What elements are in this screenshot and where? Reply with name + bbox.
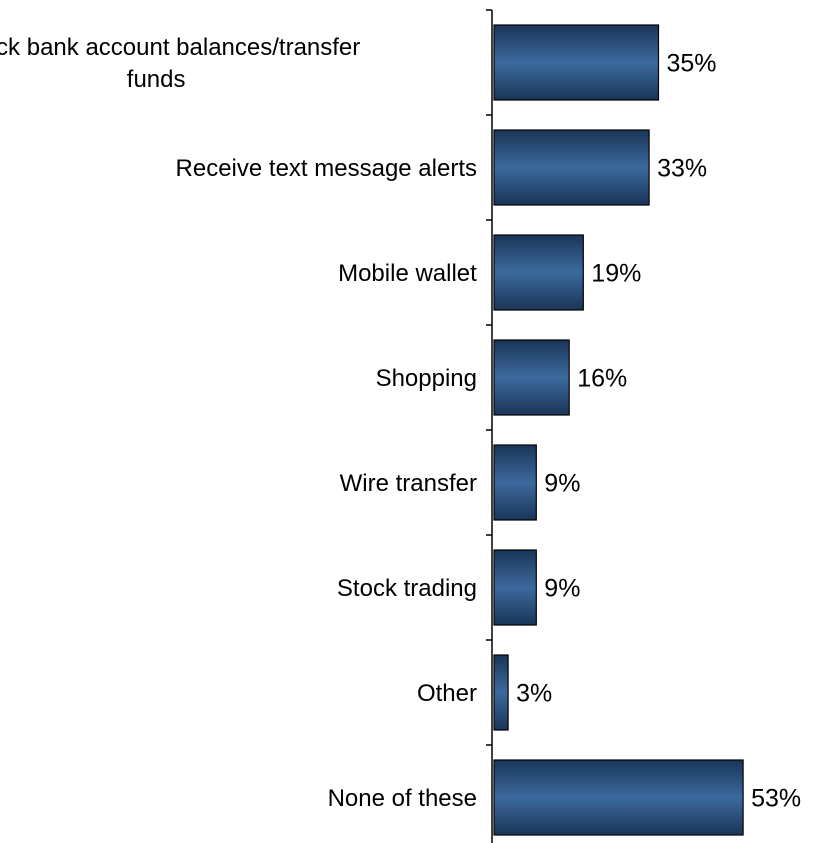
bar [493,129,650,206]
labels: Check bank account balances/transferfund… [0,34,801,812]
value-label: 9% [544,574,580,602]
category-axis [486,9,493,843]
category-label: Wire transfer [340,470,477,497]
bar [493,654,509,731]
category-label: None of these [328,785,477,812]
bar [493,339,570,416]
bars [493,24,744,836]
category-label: Other [417,680,477,707]
bar [493,234,584,311]
value-label: 3% [516,679,552,707]
category-label: Stock trading [337,575,477,602]
category-label: Mobile wallet [338,260,477,287]
bar [493,549,537,626]
value-label: 9% [544,469,580,497]
value-label: 35% [667,49,717,77]
bar [493,759,744,836]
category-label: Check bank account balances/transferfund… [0,34,360,93]
bar [493,24,660,101]
category-label: Receive text message alerts [176,155,477,182]
bar [493,444,537,521]
category-label: Shopping [376,365,477,392]
value-label: 19% [591,259,641,287]
value-label: 53% [751,784,801,812]
value-label: 16% [577,364,627,392]
value-label: 33% [657,154,707,182]
